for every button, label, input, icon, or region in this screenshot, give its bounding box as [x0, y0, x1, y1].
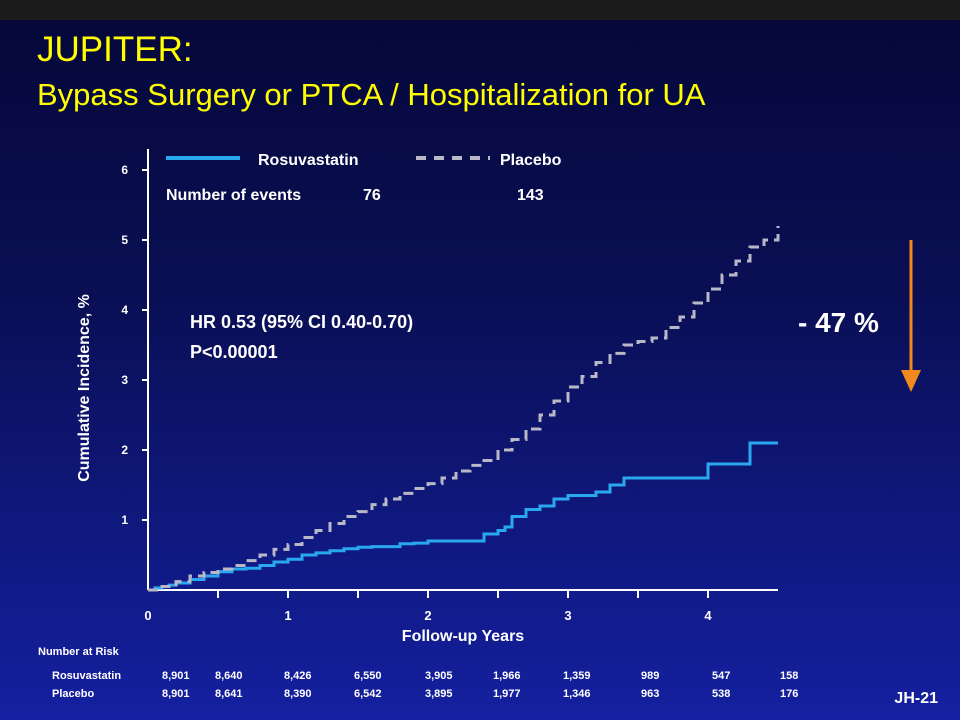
chart-axes — [147, 149, 778, 591]
y-axis-ticks: 1 2 3 4 5 6 — [121, 163, 148, 527]
chart-series — [148, 226, 780, 592]
risk-value: 989 — [641, 670, 660, 682]
y-axis-label: Cumulative Incidence, % — [76, 294, 93, 482]
x-tick-label: 3 — [564, 608, 571, 623]
y-tick-label: 2 — [121, 443, 128, 457]
x-tick-label: 4 — [704, 608, 712, 623]
events-rosuvastatin: 76 — [363, 187, 381, 204]
slide-subtitle: Bypass Surgery or PTCA / Hospitalization… — [37, 77, 706, 112]
legend-placebo-label: Placebo — [500, 152, 562, 169]
y-tick-label: 4 — [121, 303, 128, 317]
number-at-risk-title: Number at Risk — [38, 646, 119, 658]
risk-row-label: Rosuvastatin — [52, 670, 122, 682]
x-axis-ticks: 0 1 2 3 4 — [144, 590, 712, 623]
hazard-ratio-text: HR 0.53 (95% CI 0.40-0.70) — [190, 312, 413, 332]
slide-id: JH-21 — [894, 690, 938, 707]
risk-value: 1,977 — [493, 688, 521, 700]
placebo-series-line — [148, 226, 780, 592]
events-label: Number of events — [166, 187, 301, 204]
rosuvastatin-series-line — [148, 441, 778, 592]
risk-value: 3,895 — [425, 688, 453, 700]
x-axis-label: Follow-up Years — [402, 628, 525, 645]
risk-value: 6,550 — [354, 670, 382, 682]
risk-value: 8,390 — [284, 688, 312, 700]
risk-value: 176 — [780, 688, 799, 700]
x-tick-label: 0 — [144, 608, 151, 623]
slide-title: JUPITER: — [37, 30, 193, 69]
y-tick-label: 1 — [121, 513, 128, 527]
risk-value: 8,640 — [215, 670, 243, 682]
risk-value: 8,641 — [215, 688, 243, 700]
y-tick-label: 3 — [121, 373, 128, 387]
p-value-text: P<0.00001 — [190, 342, 278, 362]
top-bar — [0, 0, 960, 20]
risk-value: 158 — [780, 670, 799, 682]
risk-value: 963 — [641, 688, 660, 700]
risk-value: 1,359 — [563, 670, 591, 682]
risk-value: 8,901 — [162, 688, 190, 700]
legend-rosuvastatin-label: Rosuvastatin — [258, 152, 358, 169]
risk-value: 6,542 — [354, 688, 382, 700]
risk-value: 3,905 — [425, 670, 453, 682]
x-tick-label: 1 — [284, 608, 291, 623]
reduction-arrow-icon — [901, 370, 921, 392]
y-tick-label: 5 — [121, 233, 128, 247]
y-tick-label: 6 — [121, 163, 128, 177]
risk-value: 1,966 — [493, 670, 521, 682]
risk-value: 8,901 — [162, 670, 190, 682]
risk-value: 8,426 — [284, 670, 312, 682]
risk-value: 1,346 — [563, 688, 591, 700]
risk-row-label: Placebo — [52, 688, 95, 700]
events-placebo: 143 — [517, 187, 544, 204]
risk-value: 547 — [712, 670, 731, 682]
risk-value: 538 — [712, 688, 731, 700]
x-tick-label: 2 — [424, 608, 431, 623]
reduction-label: - 47 % — [798, 307, 879, 338]
